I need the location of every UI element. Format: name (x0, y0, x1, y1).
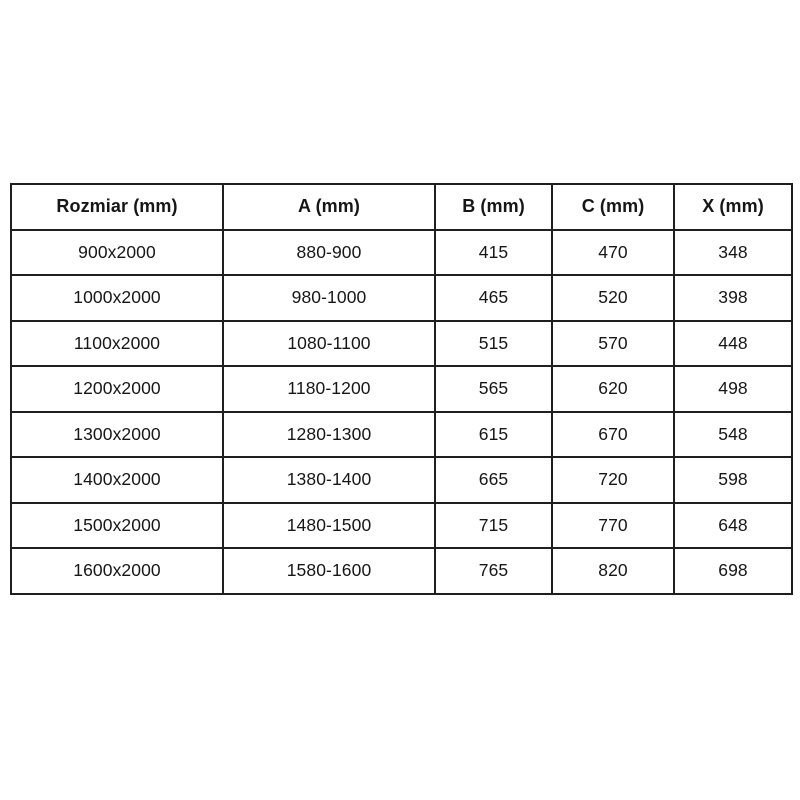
table-row: 1200x2000 1180-1200 565 620 498 (10, 365, 793, 413)
table-cell: 1600x2000 (10, 547, 224, 595)
table-cell: 565 (434, 365, 553, 413)
header-row: Rozmiar (mm) A (mm) B (mm) C (mm) X (mm) (10, 183, 793, 231)
table-cell: 670 (551, 410, 675, 458)
table-cell: 1500x2000 (10, 501, 224, 549)
table-cell: 665 (434, 456, 553, 504)
table-row: 1500x2000 1480-1500 715 770 648 (10, 501, 793, 549)
table-cell: 765 (434, 547, 553, 595)
table-cell: 1080-1100 (222, 319, 436, 367)
table-cell: 548 (673, 410, 793, 458)
column-header-2: B (mm) (434, 183, 553, 231)
table-cell: 1180-1200 (222, 365, 436, 413)
table-cell: 1380-1400 (222, 456, 436, 504)
table-cell: 398 (673, 274, 793, 322)
table-cell: 980-1000 (222, 274, 436, 322)
table-cell: 880-900 (222, 228, 436, 276)
table-cell: 1400x2000 (10, 456, 224, 504)
table-head: Rozmiar (mm) A (mm) B (mm) C (mm) X (mm) (10, 183, 793, 231)
table-cell: 1200x2000 (10, 365, 224, 413)
table-cell: 1580-1600 (222, 547, 436, 595)
table-cell: 648 (673, 501, 793, 549)
table-cell: 498 (673, 365, 793, 413)
table-cell: 1480-1500 (222, 501, 436, 549)
column-header-0: Rozmiar (mm) (10, 183, 224, 231)
table-cell: 820 (551, 547, 675, 595)
table-cell: 570 (551, 319, 675, 367)
table-cell: 1280-1300 (222, 410, 436, 458)
table-row: 1600x2000 1580-1600 765 820 698 (10, 547, 793, 595)
table-cell: 515 (434, 319, 553, 367)
table-row: 1300x2000 1280-1300 615 670 548 (10, 410, 793, 458)
table-cell: 415 (434, 228, 553, 276)
table-body: 900x2000 880-900 415 470 348 1000x2000 980-100… (10, 228, 793, 595)
size-table: Rozmiar (mm) A (mm) B (mm) C (mm) X (mm) 900… (10, 183, 793, 595)
size-table-container: Rozmiar (mm) A (mm) B (mm) C (mm) X (mm) 900… (10, 183, 793, 595)
table-cell: 1100x2000 (10, 319, 224, 367)
table-cell: 615 (434, 410, 553, 458)
table-cell: 448 (673, 319, 793, 367)
table-row: 900x2000 880-900 415 470 348 (10, 228, 793, 276)
table-cell: 698 (673, 547, 793, 595)
table-cell: 770 (551, 501, 675, 549)
table-cell: 715 (434, 501, 553, 549)
table-cell: 598 (673, 456, 793, 504)
table-cell: 470 (551, 228, 675, 276)
table-row: 1000x2000 980-1000 465 520 398 (10, 274, 793, 322)
table-row: 1100x2000 1080-1100 515 570 448 (10, 319, 793, 367)
table-cell: 620 (551, 365, 675, 413)
table-cell: 1300x2000 (10, 410, 224, 458)
column-header-1: A (mm) (222, 183, 436, 231)
column-header-4: X (mm) (673, 183, 793, 231)
table-cell: 720 (551, 456, 675, 504)
table-cell: 900x2000 (10, 228, 224, 276)
table-row: 1400x2000 1380-1400 665 720 598 (10, 456, 793, 504)
table-cell: 1000x2000 (10, 274, 224, 322)
table-cell: 348 (673, 228, 793, 276)
column-header-3: C (mm) (551, 183, 675, 231)
table-cell: 520 (551, 274, 675, 322)
table-cell: 465 (434, 274, 553, 322)
